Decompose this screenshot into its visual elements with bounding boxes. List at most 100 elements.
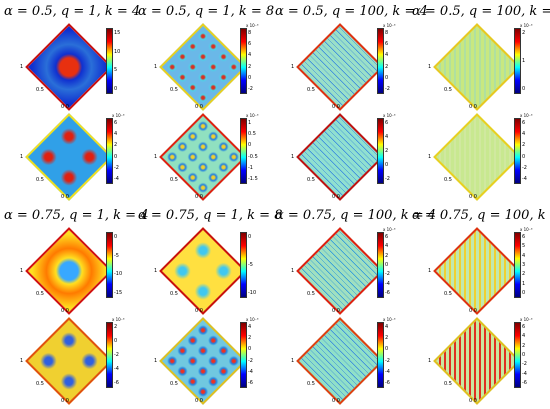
colorbar-tick-label: 0 (114, 338, 118, 344)
colorbar-tick-label: 2 (522, 30, 526, 36)
colorbar-tick-label: 4 (385, 134, 389, 140)
colorbar-tick-label: -6 (385, 290, 390, 296)
axis-label-left: 1 (291, 154, 295, 160)
colorbar-tick-label: 0 (248, 142, 252, 149)
colorbar-tick-label: 3 (522, 262, 526, 268)
axis-label-left: 1 (291, 64, 295, 70)
colorbar-exponent: x 10⁻³ (112, 113, 125, 118)
colorbar-tick-label: -2 (248, 357, 253, 364)
axis-label-left: 1 (428, 268, 432, 274)
colorbar-tick-label: 4 (522, 252, 526, 259)
axis-label-right: 0.5 (170, 87, 178, 93)
colorbar-tick-label: 6 (522, 120, 526, 126)
colorbar-tick-label: -2 (385, 176, 390, 182)
colorbar-tick-label: 2 (522, 271, 526, 278)
colorbar-tick-label: 6 (114, 120, 118, 126)
colorbar-tick-label: 2 (385, 63, 389, 70)
axis-label-left: 1 (428, 64, 432, 70)
subplot-title: α = 0.5, q = 1, k = 4 (4, 4, 141, 19)
colorbar (377, 322, 384, 388)
colorbar-tick-label: -1.5 (248, 176, 258, 182)
colorbar-exponent: x 10⁻³ (520, 317, 533, 322)
subplot-title: α = 0.5, q = 100, k = 4 (275, 4, 428, 19)
heatmap-panel: 1 0 0 0.5 x 10⁻³ 2 0 -2 -4 -6 (4, 317, 138, 405)
colorbar (106, 232, 113, 298)
heatmap-panel: 1 0 0 0.5 x 10⁻³ 4 2 0 -2 -4 -6 (138, 317, 272, 405)
colorbar-tick-label: 2 (385, 335, 389, 342)
axis-label-left: 1 (154, 64, 158, 70)
colorbar-exponent: x 10⁻³ (520, 227, 533, 232)
colorbar-tick-label: 0 (522, 352, 526, 358)
subplot-title: α = 0.5, q = 100, k = 8 (412, 4, 550, 19)
heatmap-panel: 1 0 0 0.5 x 10⁻³ 8 6 4 2 0 -2 (138, 23, 272, 111)
colorbar-tick-label: 1 (522, 58, 526, 64)
heatmap-panel: 1 0 0 0.5 x 10⁻³ 1 0.5 0 -0.5 -1 -1.5 (138, 113, 272, 201)
colorbar-tick-label: -2 (385, 271, 390, 278)
colorbar (377, 118, 384, 184)
heatmap-panel: 1 0 0 0.5 x 10⁻³ 6 4 2 0 -2 -4 -6 (275, 227, 409, 315)
diamond-heatmap (296, 227, 384, 315)
colorbar-tick-label: 0 (385, 346, 389, 353)
colorbar-tick-label: 0 (522, 290, 526, 296)
axis-label-right: 0.5 (36, 381, 44, 387)
colorbar-tick-label: -15 (114, 290, 123, 296)
colorbar-tick-label: 6 (522, 234, 526, 240)
colorbar-tick-label: 2 (385, 252, 389, 259)
colorbar (377, 28, 384, 94)
axis-label-right: 0.5 (444, 177, 452, 183)
colorbar-exponent: x 10⁻³ (246, 317, 259, 322)
colorbar (514, 322, 521, 388)
subplot-title: α = 0.75, q = 100, k = 4 (275, 208, 437, 223)
colorbar-tick-label: 15 (114, 30, 121, 36)
diamond-heatmap (25, 227, 113, 315)
axis-label-right: 0.5 (444, 291, 452, 297)
heatmap-panel: 1 0 0 0.5 x 10⁻³ 2 1 0 (412, 23, 546, 111)
axis-label-left: 1 (20, 154, 24, 160)
colorbar-tick-label: 2 (522, 142, 526, 149)
colorbar (106, 118, 113, 184)
heatmap-panel: 1 0 0 0.5 0 -5 -10 -15 (4, 227, 138, 315)
heatmap-panel: 1 0 0 0.5 x 10⁻³ 6 5 4 3 2 1 0 (412, 227, 546, 315)
axis-label-left: 1 (291, 268, 295, 274)
axis-label-left: 1 (20, 358, 24, 364)
axis-label-right: 0.5 (307, 177, 315, 183)
colorbar-tick-label: 0 (248, 346, 252, 353)
colorbar-tick-label: 5 (114, 67, 118, 74)
axis-label-center: 0 0 (332, 308, 340, 314)
diamond-heatmap (433, 317, 521, 405)
heatmap-panel: 1 0 0 0.5 15 10 5 0 (4, 23, 138, 111)
colorbar-tick-label: -2 (114, 164, 119, 171)
colorbar-tick-label: 8 (385, 30, 389, 36)
axis-label-left: 1 (20, 268, 24, 274)
axis-label-right: 0.5 (444, 381, 452, 387)
colorbar-tick-label: 4 (385, 324, 389, 330)
diamond-heatmap (296, 113, 384, 201)
axis-label-left: 1 (428, 154, 432, 160)
colorbar (240, 28, 247, 94)
diamond-heatmap (433, 113, 521, 201)
colorbar-tick-label: 0 (522, 153, 526, 160)
subplot-title: α = 0.75, q = 100, k = 8, (412, 208, 550, 223)
colorbar-tick-label: -2 (385, 357, 390, 364)
heatmap-panel: 1 0 0 0.5 x 10⁻³ 6 4 2 0 -2 -4 (412, 113, 546, 201)
colorbar (377, 232, 384, 298)
heatmap-panel: 1 0 0 0.5 x 10⁻³ 4 2 0 -2 -4 -6 (275, 317, 409, 405)
axis-label-right: 0.5 (307, 381, 315, 387)
colorbar-tick-label: 4 (248, 52, 252, 59)
axis-label-right: 0.5 (170, 291, 178, 297)
diamond-heatmap (433, 227, 521, 315)
colorbar-tick-label: 4 (114, 131, 118, 138)
colorbar-tick-label: -10 (248, 290, 257, 296)
axis-label-center: 0 0 (332, 398, 340, 404)
colorbar-tick-label: 2 (114, 142, 118, 149)
colorbar-tick-label: 0 (248, 74, 252, 81)
colorbar-tick-label: 10 (114, 48, 121, 55)
colorbar-exponent: x 10⁻³ (383, 227, 396, 232)
colorbar-tick-label: -4 (114, 366, 119, 372)
colorbar-tick-label: 0 (522, 86, 526, 92)
colorbar-tick-label: -2 (248, 86, 253, 92)
axis-label-center: 0 0 (469, 194, 477, 200)
colorbar-tick-label: 0 (114, 153, 118, 160)
axis-label-left: 1 (291, 358, 295, 364)
diamond-heatmap (433, 23, 521, 111)
